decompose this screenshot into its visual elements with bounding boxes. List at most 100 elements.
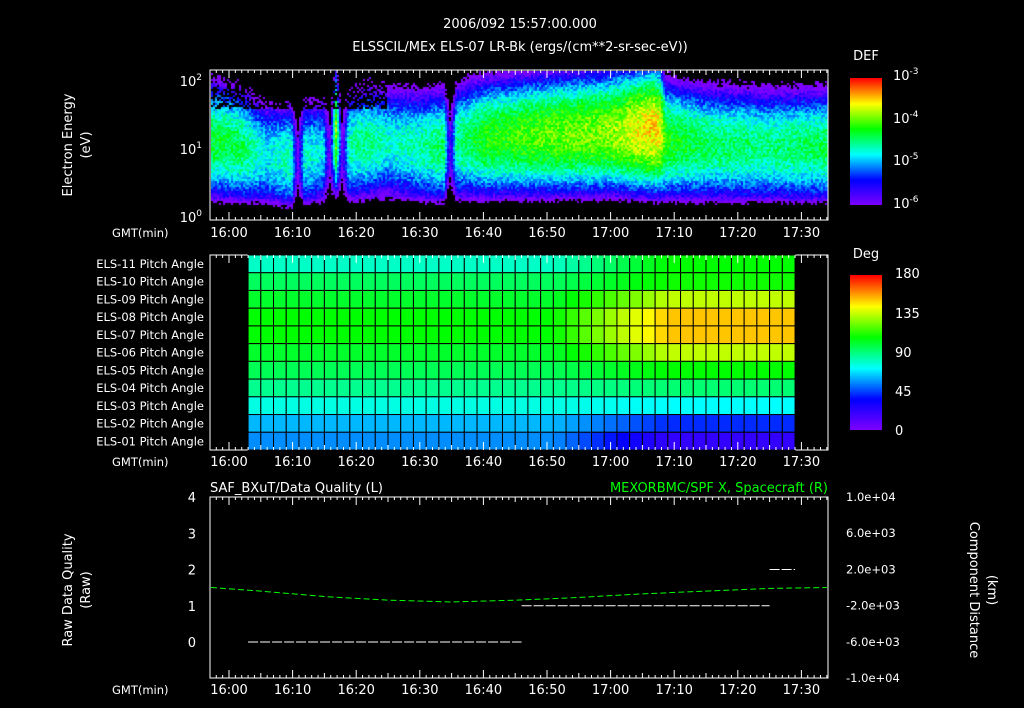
pitch-angle-cell <box>718 343 732 362</box>
pitch-angle-cell <box>641 307 656 327</box>
pitch-angle-cell <box>705 396 720 416</box>
pitch-angle-cell <box>298 307 313 327</box>
pitch-angle-cell <box>336 360 351 380</box>
pitch-angle-cell <box>311 307 325 327</box>
pitch-angle-cell <box>705 414 720 433</box>
pitch-angle-cell <box>387 396 402 416</box>
pitch-angle-cell <box>552 396 567 416</box>
pitch-angle-cell <box>323 378 338 398</box>
pitch-angle-cell <box>412 272 427 291</box>
time-tick-label: 17:00 <box>592 683 629 698</box>
pitch-angle-cell <box>273 378 287 398</box>
pitch-angle-cell <box>412 289 427 309</box>
pitch-angle-cell <box>680 289 694 309</box>
pitch-angle-cell <box>680 325 694 345</box>
pitch-angle-cell <box>311 378 325 398</box>
plot-title: 2006/092 15:57:00.000 <box>443 17 597 32</box>
pitch-angle-cell <box>451 272 465 291</box>
time-tick-label: 17:30 <box>783 226 820 241</box>
pitch-angle-cell <box>540 289 554 309</box>
pitch-angle-cell <box>565 360 580 380</box>
pitch-angle-cell <box>769 307 783 327</box>
pitch-angle-cell <box>476 325 491 345</box>
pitch-angle-cell <box>705 289 720 309</box>
pitch-angle-cell <box>641 414 656 433</box>
pitch-angle-cell <box>692 360 707 380</box>
colorbar-tick-label: 10-3 <box>893 67 919 84</box>
pitch-angle-cell <box>285 414 300 433</box>
pitch-angle-cell <box>438 343 453 362</box>
pitch-angle-cell <box>591 378 605 398</box>
pitch-angle-cell <box>323 414 338 433</box>
pitch-angle-cell <box>591 360 605 380</box>
pitch-angle-cell <box>362 396 376 416</box>
pitch-angle-cell <box>552 325 567 345</box>
pitch-angle-cell <box>451 307 465 327</box>
time-tick-label: 16:40 <box>465 683 502 698</box>
colorbar-tick-label: 90 <box>895 346 912 361</box>
pitch-angle-cell <box>463 272 478 291</box>
pitch-angle-cell <box>616 325 631 345</box>
pitch-angle-cell <box>603 414 618 433</box>
pitch-angle-cell <box>705 360 720 380</box>
time-tick-label: 16:00 <box>210 455 247 470</box>
pitch-angle-cell <box>616 343 631 362</box>
pitch-angle-cell <box>730 378 745 398</box>
pitch-angle-cell <box>591 325 605 345</box>
pitch-angle-cell <box>400 325 414 345</box>
quality-frame <box>209 496 829 679</box>
pitch-angle-cell <box>730 414 745 433</box>
pitch-angle-cell <box>285 343 300 362</box>
pitch-angle-cell <box>273 396 287 416</box>
pitch-angle-cell <box>565 396 580 416</box>
pitch-angle-cell <box>412 414 427 433</box>
pitch-angle-cell <box>552 272 567 291</box>
ytick-label-left: 4 <box>188 491 196 506</box>
pitch-angle-cell <box>247 272 262 291</box>
pitch-angle-cell <box>387 272 402 291</box>
pitch-angle-cell <box>336 414 351 433</box>
pitch-angle-cell <box>629 272 643 291</box>
pitch-angle-cell <box>540 414 554 433</box>
pitch-angle-cell <box>400 360 414 380</box>
pitch-angle-cell <box>349 307 364 327</box>
spectrogram-frame <box>209 69 829 221</box>
electron-spectrogram <box>211 71 828 220</box>
pitch-angle-cell <box>362 289 376 309</box>
pitch-angle-cell <box>527 325 542 345</box>
pitch-angle-cell <box>247 289 262 309</box>
colorbar-tick-label: 45 <box>895 385 912 400</box>
pitch-angle-cell <box>438 325 453 345</box>
pitch-angle-cell <box>298 360 313 380</box>
pitch-angle-cell <box>552 289 567 309</box>
pitch-angle-cell <box>387 307 402 327</box>
pitch-angle-cell <box>298 343 313 362</box>
pitch-angle-cell <box>501 272 516 291</box>
quality-ylabel-right-unit: (km) <box>984 575 999 605</box>
pitch-angle-cell <box>476 378 491 398</box>
pitch-angle-cell <box>616 396 631 416</box>
pitch-angle-cell <box>680 378 694 398</box>
pitch-angle-cell <box>705 307 720 327</box>
pitch-angle-cell <box>362 378 376 398</box>
pitch-angle-cell <box>591 414 605 433</box>
pitch-angle-cell <box>552 360 567 380</box>
colorbar-tick-label: 10-5 <box>893 152 919 169</box>
pitch-angle-cell <box>756 307 771 327</box>
pitch-angle-cell <box>667 289 682 309</box>
pitch-angle-cell <box>298 272 313 291</box>
pitch-angle-cell <box>336 307 351 327</box>
pitch-angle-cell <box>781 272 796 291</box>
time-tick-label: 17:30 <box>783 683 820 698</box>
pitch-angle-cell <box>578 272 593 291</box>
time-tick-label: 17:20 <box>719 226 756 241</box>
def-colorbar <box>850 78 882 205</box>
time-tick-label: 16:20 <box>337 683 374 698</box>
pitch-angle-cell <box>718 378 732 398</box>
pitch-angle-cell <box>718 307 732 327</box>
pitch-angle-cell <box>412 307 427 327</box>
pitch-angle-cell <box>298 289 313 309</box>
pitch-angle-cell <box>374 360 389 380</box>
pitch-angle-cell <box>769 289 783 309</box>
pitch-angle-cell <box>501 289 516 309</box>
